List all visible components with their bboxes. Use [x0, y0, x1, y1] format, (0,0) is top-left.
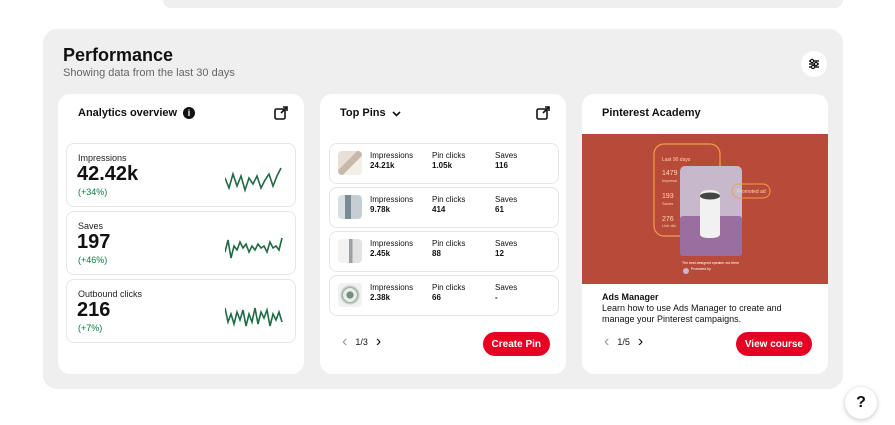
metric-change: (+34%)	[78, 187, 108, 197]
pin-clicks: Pin clicks 1.05k	[432, 151, 466, 170]
img-stat3-label: Link clic	[662, 223, 676, 228]
sparkline-saves	[225, 237, 283, 259]
chevron-down-icon	[392, 110, 401, 117]
img-stat3: 276	[662, 216, 674, 223]
view-course-button[interactable]: View course	[735, 332, 812, 356]
question-icon: ?	[856, 394, 866, 411]
img-promoted: Promoted by	[691, 267, 711, 271]
metric-value: 197	[77, 231, 111, 253]
academy-pager: ‹ 1/5 ›	[604, 334, 643, 350]
pin-clicks: Pin clicks 414	[432, 195, 466, 214]
sliders-icon	[809, 58, 819, 70]
top-pins-dropdown[interactable]: Top Pins	[340, 107, 401, 119]
sparkline-outbound-clicks	[225, 307, 283, 328]
top-pins-title: Top Pins	[340, 107, 386, 119]
chevron-left-icon[interactable]: ‹	[342, 333, 348, 350]
pager-label: 1/3	[355, 337, 368, 347]
pin-impressions: Impressions 2.38k	[370, 283, 414, 302]
pin-thumbnail	[338, 151, 362, 175]
pager-label: 1/5	[617, 337, 630, 347]
course-illustration: Last 90 days 1479 Impressi 193 Saves 276…	[653, 143, 771, 274]
panel-title: Performance	[63, 45, 174, 65]
sparkline-impressions	[225, 167, 282, 193]
img-stat2: 193	[662, 193, 674, 200]
metric-outbound-clicks[interactable]: Outbound clicks 216 (+7%)	[66, 279, 296, 343]
pinterest-academy-card: Pinterest Academy Last 90 days 1479 Impr…	[582, 94, 828, 374]
pin-saves: Saves 116	[495, 151, 518, 170]
pin-row[interactable]: Impressions 2.38k Pin clicks 66 Saves -	[329, 275, 559, 316]
top-strip	[163, 0, 843, 8]
chevron-right-icon[interactable]: ›	[637, 333, 644, 350]
pin-saves: Saves -	[495, 283, 518, 302]
chevron-left-icon[interactable]: ‹	[604, 333, 610, 350]
img-stat2-label: Saves	[662, 201, 673, 206]
pin-clicks: Pin clicks 88	[432, 239, 466, 258]
pin-impressions: Impressions 9.78k	[370, 195, 414, 214]
pin-impressions: Impressions 2.45k	[370, 239, 414, 258]
panel-subtitle: Showing data from the last 30 days	[63, 67, 235, 79]
external-link-icon[interactable]	[536, 106, 550, 120]
metric-impressions[interactable]: Impressions 42.42k (+34%)	[66, 143, 296, 207]
pin-clicks: Pin clicks 66	[432, 283, 466, 302]
img-period: Last 90 days	[662, 157, 691, 163]
pin-impressions: Impressions 24.21k	[370, 151, 414, 170]
academy-course-image[interactable]: Last 90 days 1479 Impressi 193 Saves 276…	[582, 134, 828, 284]
filter-button[interactable]	[801, 51, 827, 77]
metric-label: Outbound clicks	[78, 289, 143, 299]
metric-saves[interactable]: Saves 197 (+46%)	[66, 211, 296, 275]
metric-value: 42.42k	[77, 163, 139, 185]
img-badge: Promoted ad	[737, 189, 766, 195]
help-button[interactable]: ?	[845, 387, 877, 419]
metric-change: (+46%)	[78, 255, 108, 265]
performance-panel: Performance Showing data from the last 3…	[43, 29, 843, 389]
pin-thumbnail	[338, 195, 362, 219]
info-icon[interactable]: i	[183, 107, 196, 119]
top-pins-pager: ‹ 1/3 ›	[342, 334, 381, 350]
img-caption: The best-designed speaker out there	[682, 261, 739, 265]
img-stat1-label: Impressi	[662, 178, 677, 183]
top-pins-card: Top Pins Impressions 24.21k Pin clicks 1.0…	[320, 94, 566, 374]
course-title: Ads Manager	[602, 292, 659, 302]
pin-row[interactable]: Impressions 24.21k Pin clicks 1.05k Saves 1…	[329, 143, 559, 184]
pin-thumbnail	[338, 283, 362, 307]
academy-title: Pinterest Academy	[602, 107, 701, 119]
external-link-icon[interactable]	[274, 106, 288, 120]
metric-label: Saves	[78, 221, 104, 231]
pin-saves: Saves 12	[495, 239, 518, 258]
metric-value: 216	[77, 299, 111, 321]
img-stat1: 1479	[662, 170, 678, 177]
analytics-title: Analytics overview	[78, 107, 178, 119]
pin-saves: Saves 61	[495, 195, 518, 214]
pin-row[interactable]: Impressions 9.78k Pin clicks 414 Saves 61	[329, 187, 559, 228]
pin-thumbnail	[338, 239, 362, 263]
metric-label: Impressions	[78, 153, 127, 163]
course-description: Learn how to use Ads Manager to create a…	[602, 303, 782, 324]
pin-row[interactable]: Impressions 2.45k Pin clicks 88 Saves 12	[329, 231, 559, 272]
analytics-overview-card: Analytics overview i Impressions 42.42k …	[58, 94, 304, 374]
create-pin-button[interactable]: Create Pin	[482, 332, 550, 356]
chevron-right-icon[interactable]: ›	[375, 333, 382, 350]
analytics-header: Analytics overview i	[78, 107, 196, 119]
metric-change: (+7%)	[78, 323, 103, 333]
